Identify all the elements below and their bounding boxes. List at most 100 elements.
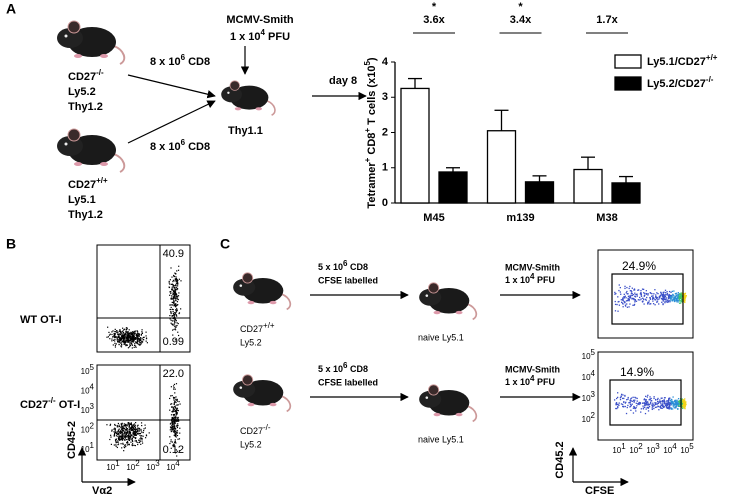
superscript: 4 — [672, 442, 677, 451]
flow-dot — [121, 340, 123, 342]
flow-dot — [110, 434, 112, 436]
flow-dot — [175, 273, 177, 275]
flow-dot — [671, 299, 674, 301]
flow-dot — [648, 405, 651, 408]
flow-dot — [134, 436, 136, 439]
flow-dot — [127, 433, 130, 435]
flow-dot — [176, 315, 178, 317]
flow-dot — [640, 293, 642, 295]
flow-dot — [178, 400, 180, 403]
text-part: 1 x 10 — [505, 377, 530, 387]
flow-dot — [129, 436, 131, 438]
text-part: CD27 — [68, 179, 96, 191]
flow-dot — [173, 428, 175, 430]
mouse-foot — [269, 402, 277, 407]
flow-dot — [122, 443, 124, 445]
flow-dot — [133, 435, 135, 437]
flow-dot — [175, 442, 177, 444]
flow-dot — [665, 292, 667, 294]
flow-dot — [676, 294, 678, 296]
flow-dot — [135, 440, 137, 442]
flow-dot — [623, 293, 625, 296]
flow-dot — [130, 331, 132, 333]
text-part: Tetramer — [366, 162, 378, 209]
flow-dot — [643, 295, 645, 297]
flow-dot — [173, 325, 176, 327]
flow-dot — [131, 333, 133, 335]
donor-marker: Ly5.2 — [68, 86, 96, 98]
flow-dot — [677, 294, 679, 296]
flow-dot — [140, 430, 142, 432]
flow-dot — [618, 284, 620, 286]
flow-dot — [118, 431, 121, 433]
flow-dot — [176, 310, 178, 312]
flow-dot — [175, 300, 177, 302]
flow-dot — [169, 409, 171, 411]
quadrant-value: 0.99 — [163, 336, 184, 348]
flow-dot — [118, 333, 120, 335]
legend-label: Ly5.2/CD27-/- — [647, 75, 714, 90]
flow-dot — [138, 339, 140, 341]
flow-dot — [168, 286, 170, 288]
flow-dot — [172, 417, 174, 419]
flow-dot — [170, 283, 173, 285]
y-tick-label: 105 — [81, 363, 95, 377]
flow-dot — [180, 280, 182, 282]
flow-dot — [146, 342, 148, 344]
flow-dot — [141, 341, 144, 343]
flow-dot — [137, 334, 139, 336]
flow-dot — [669, 296, 671, 298]
flow-dot — [645, 298, 647, 300]
flow-dot — [662, 293, 664, 295]
flow-dot — [123, 338, 125, 341]
flow-dot — [635, 300, 638, 302]
flow-dot — [173, 399, 175, 401]
flow-dot — [173, 388, 175, 390]
flow-dot — [629, 403, 632, 405]
flow-dot — [130, 333, 133, 336]
flow-dot — [171, 422, 174, 424]
flow-dot — [126, 431, 128, 433]
flow-dot — [173, 291, 176, 294]
flow-dot — [667, 300, 669, 302]
flow-dot — [123, 435, 125, 437]
flow-dot — [111, 340, 113, 342]
flow-dot — [172, 284, 174, 286]
flow-dot — [116, 431, 119, 433]
flow-dot — [668, 397, 671, 400]
flow-dot — [134, 430, 136, 433]
flow-dot — [171, 394, 173, 397]
flow-dot — [665, 299, 667, 301]
transfer-label: CFSE labelled — [318, 377, 378, 387]
flow-dot — [652, 403, 654, 406]
flow-dot — [631, 294, 634, 297]
flow-dot — [130, 336, 132, 338]
flow-dot — [681, 294, 683, 297]
flow-dot — [680, 292, 682, 294]
flow-dot — [173, 407, 175, 409]
flow-dot — [145, 331, 147, 333]
flow-dot — [684, 400, 686, 402]
flow-dot — [125, 339, 127, 342]
flow-dot — [684, 407, 686, 409]
flow-dot — [173, 314, 175, 316]
flow-dot — [649, 401, 652, 404]
flow-dot — [656, 301, 658, 303]
flow-dot — [118, 437, 120, 440]
flow-dot — [126, 331, 128, 333]
flow-dot — [622, 406, 625, 408]
mouse-ear — [67, 128, 81, 142]
flow-dot — [129, 344, 132, 346]
mouse-foot — [74, 54, 82, 58]
flow-dot — [140, 436, 142, 438]
flow-dot — [127, 337, 129, 339]
flow-dot — [174, 321, 176, 324]
flow-dot — [138, 439, 140, 441]
flow-dot — [180, 308, 182, 310]
panel-label: B — [6, 236, 16, 252]
flow-dot — [664, 406, 666, 408]
flow-dot — [132, 428, 134, 430]
flow-dot — [640, 298, 642, 300]
flow-dot — [173, 302, 175, 304]
